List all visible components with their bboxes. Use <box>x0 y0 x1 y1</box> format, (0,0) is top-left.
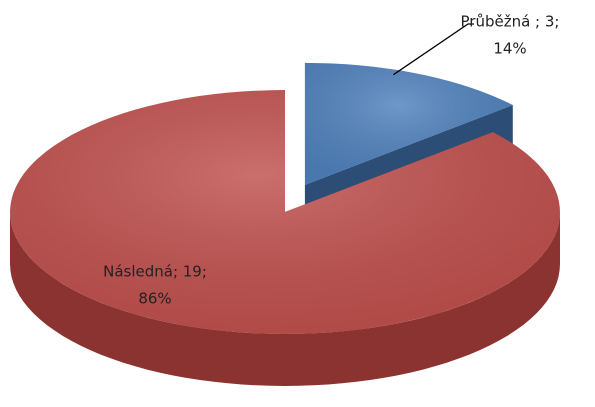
leader-line <box>393 23 474 76</box>
data-label: Následná; 19; <box>103 263 207 281</box>
slice-shine <box>10 90 560 334</box>
slice-side <box>10 212 560 386</box>
data-label: Průběžná ; 3; <box>461 13 560 31</box>
data-label-percent: 86% <box>138 290 171 308</box>
data-label-percent: 14% <box>493 40 526 58</box>
slice-shine <box>304 62 513 185</box>
